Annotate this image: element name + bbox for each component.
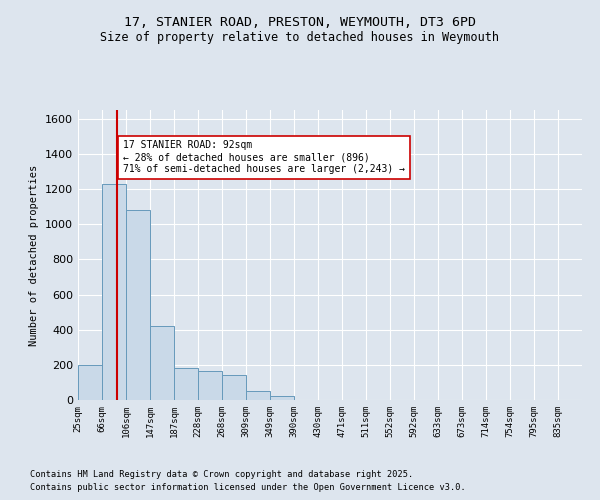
Bar xyxy=(126,210,150,400)
Text: 17 STANIER ROAD: 92sqm
← 28% of detached houses are smaller (896)
71% of semi-de: 17 STANIER ROAD: 92sqm ← 28% of detached… xyxy=(123,140,405,173)
Bar xyxy=(150,326,174,400)
Y-axis label: Number of detached properties: Number of detached properties xyxy=(29,164,40,346)
Text: Contains public sector information licensed under the Open Government Licence v3: Contains public sector information licen… xyxy=(30,483,466,492)
Bar xyxy=(174,368,198,400)
Bar xyxy=(102,184,126,400)
Text: 17, STANIER ROAD, PRESTON, WEYMOUTH, DT3 6PD: 17, STANIER ROAD, PRESTON, WEYMOUTH, DT3… xyxy=(124,16,476,29)
Text: Contains HM Land Registry data © Crown copyright and database right 2025.: Contains HM Land Registry data © Crown c… xyxy=(30,470,413,479)
Bar xyxy=(270,396,294,400)
Bar xyxy=(222,374,246,400)
Text: Size of property relative to detached houses in Weymouth: Size of property relative to detached ho… xyxy=(101,31,499,44)
Bar xyxy=(78,365,102,400)
Bar xyxy=(246,391,270,400)
Bar xyxy=(198,371,222,400)
